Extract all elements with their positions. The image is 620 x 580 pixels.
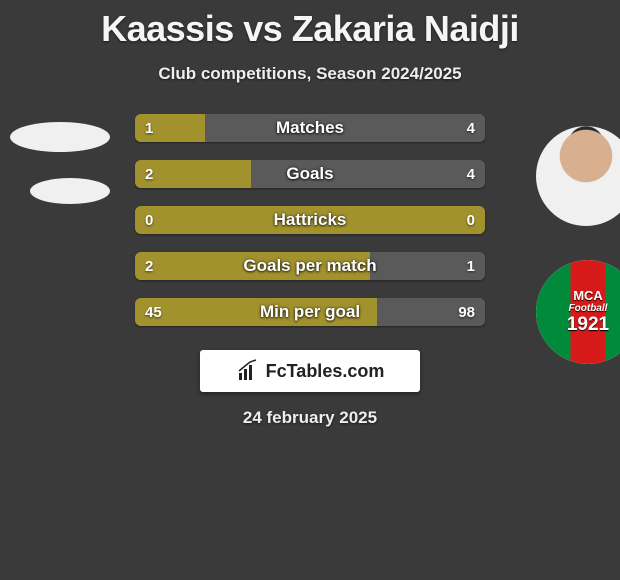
stats-container: 1 Matches 4 2 Goals 4 0 Hattricks 0 2 Goals per ma…	[135, 114, 485, 326]
stat-label: Goals	[286, 164, 333, 184]
watermark: FcTables.com	[200, 350, 420, 392]
player2-avatar	[536, 126, 620, 226]
stat-row: 2 Goals 4	[135, 160, 485, 188]
player1-avatar-placeholder	[10, 122, 110, 152]
watermark-label: FcTables.com	[266, 361, 385, 382]
page-title: Kaassis vs Zakaria Naidji	[0, 0, 620, 50]
stat-value-left: 1	[145, 120, 153, 137]
club-badge-year: 1921	[567, 314, 609, 336]
club-badge-icon: MCA Football 1921	[536, 260, 620, 364]
stat-label: Goals per match	[243, 256, 376, 276]
stat-row: 0 Hattricks 0	[135, 206, 485, 234]
chart-icon	[236, 359, 260, 383]
stat-row: 2 Goals per match 1	[135, 252, 485, 280]
stat-row: 1 Matches 4	[135, 114, 485, 142]
club-badge-top: MCA	[573, 288, 603, 303]
stat-value-right: 4	[467, 120, 475, 137]
stat-value-right: 4	[467, 166, 475, 183]
stat-value-left: 2	[145, 258, 153, 275]
stat-label: Matches	[276, 118, 344, 138]
stat-row: 45 Min per goal 98	[135, 298, 485, 326]
club-badge-mid: Football	[569, 303, 608, 314]
stat-value-left: 45	[145, 304, 162, 321]
stat-label: Min per goal	[260, 302, 360, 322]
stat-fill-right	[205, 114, 485, 142]
page-subtitle: Club competitions, Season 2024/2025	[0, 64, 620, 84]
page-date: 24 february 2025	[0, 408, 620, 428]
stat-value-left: 0	[145, 212, 153, 229]
stat-label: Hattricks	[274, 210, 347, 230]
stat-value-right: 0	[467, 212, 475, 229]
stat-value-right: 1	[467, 258, 475, 275]
stat-value-right: 98	[458, 304, 475, 321]
stat-value-left: 2	[145, 166, 153, 183]
player2-club-badge: MCA Football 1921	[536, 260, 620, 364]
player1-club-placeholder	[30, 178, 110, 204]
face-icon	[536, 126, 620, 226]
